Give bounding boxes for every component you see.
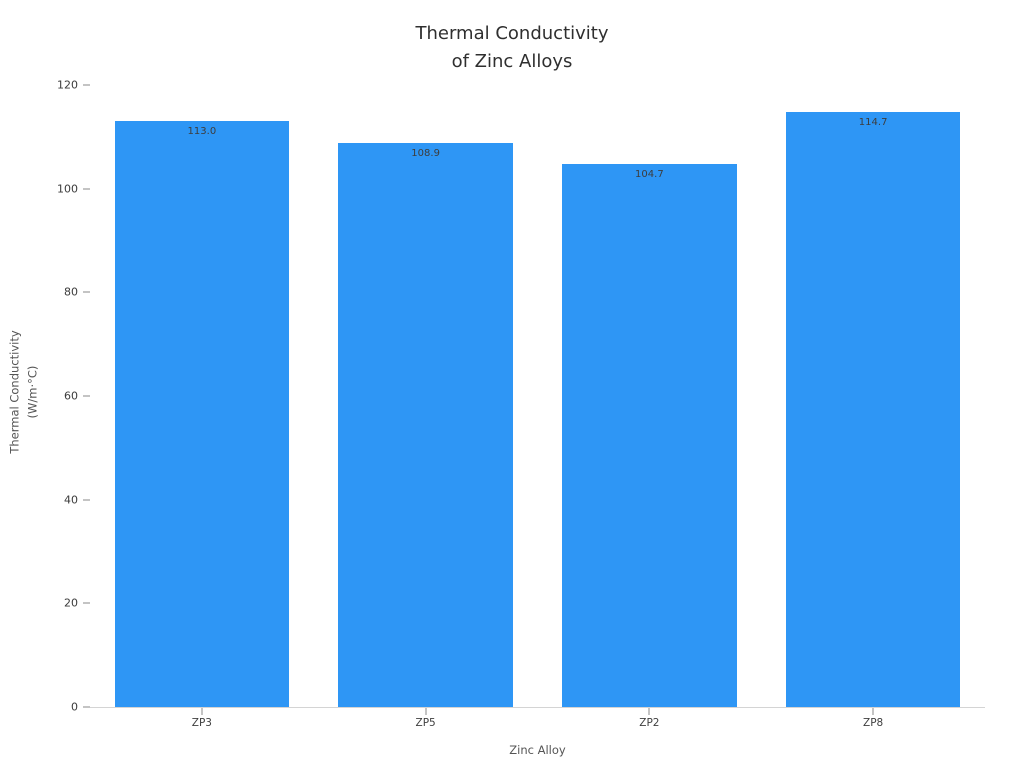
bar-value-label: 114.7 bbox=[858, 117, 888, 129]
bar-value-label: 104.7 bbox=[635, 169, 664, 181]
y-tick-mark bbox=[83, 499, 90, 501]
bar: 108.9 bbox=[338, 142, 513, 707]
y-tick-label: 100 bbox=[57, 182, 78, 196]
y-tick-mark bbox=[83, 188, 90, 190]
bar: 114.7 bbox=[785, 112, 961, 707]
y-tick-label: 40 bbox=[64, 493, 78, 507]
bar-group: 108.9 ZP5 bbox=[314, 85, 538, 729]
bars: 113.0 ZP3 108.9 ZP5 104.7 ZP2 114.7 ZP8 bbox=[90, 85, 985, 729]
x-tick-mark bbox=[648, 708, 650, 715]
y-tick-mark bbox=[83, 84, 90, 86]
x-tick-mark bbox=[425, 708, 427, 715]
bar: 104.7 bbox=[562, 164, 737, 707]
plot-area: 0 20 40 60 80 100 120 113.0 ZP3 108.9 ZP5 104.7 ZP2… bbox=[57, 79, 985, 729]
x-tick-label: ZP5 bbox=[415, 717, 436, 729]
y-tick-mark bbox=[83, 602, 90, 604]
bar: 113.0 bbox=[114, 121, 290, 707]
y-tick-label: 80 bbox=[64, 285, 78, 299]
y-axis-label: Thermal Conductivity (W/m·°C) bbox=[7, 330, 40, 454]
bar-group: 114.7 ZP8 bbox=[761, 85, 985, 729]
x-tick-mark bbox=[201, 708, 203, 715]
y-tick-label: 20 bbox=[64, 596, 78, 610]
y-tick-label: 120 bbox=[57, 78, 78, 92]
bar-value-label: 113.0 bbox=[187, 126, 217, 138]
bar-group: 113.0 ZP3 bbox=[90, 85, 314, 729]
x-tick-label: ZP8 bbox=[863, 717, 884, 729]
y-tick-mark bbox=[83, 706, 90, 708]
bar-group: 104.7 ZP2 bbox=[538, 85, 762, 729]
chart-title: Thermal Conductivity of Zinc Alloys bbox=[415, 23, 609, 72]
y-tick-mark bbox=[83, 395, 90, 397]
bar-value-label: 108.9 bbox=[411, 147, 440, 159]
x-axis-label: Zinc Alloy bbox=[509, 743, 566, 757]
x-tick-mark bbox=[872, 708, 874, 715]
x-tick-label: ZP2 bbox=[639, 717, 660, 729]
y-tick-label: 0 bbox=[71, 700, 78, 714]
y-tick-label: 60 bbox=[64, 389, 78, 403]
y-tick-mark bbox=[83, 291, 90, 293]
x-tick-label: ZP3 bbox=[191, 717, 212, 729]
